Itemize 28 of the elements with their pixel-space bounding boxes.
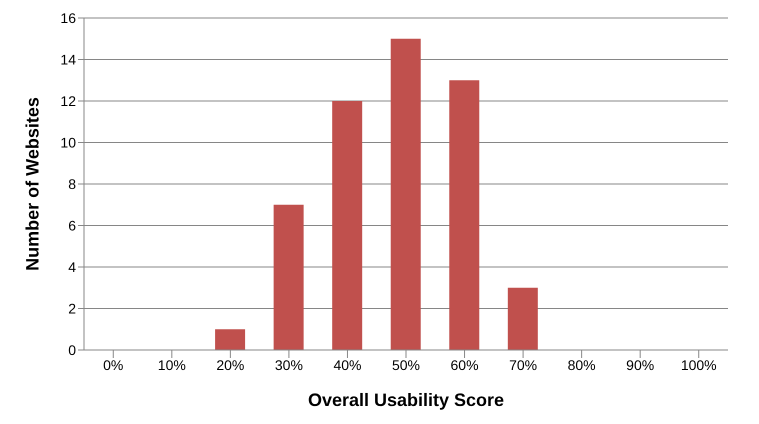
y-tick-label: 6 xyxy=(68,217,76,234)
bar xyxy=(215,329,246,350)
y-tick-label: 10 xyxy=(60,134,76,150)
x-tick-label: 70% xyxy=(509,356,538,373)
x-tick-label: 80% xyxy=(568,356,596,373)
x-tick-label: 60% xyxy=(450,356,479,373)
y-axis-title: Number of Websites xyxy=(22,97,42,271)
y-tick-label: 12 xyxy=(60,92,76,109)
x-tick-label: 50% xyxy=(392,356,420,373)
x-tick-label: 0% xyxy=(103,356,124,373)
y-tick-label: 0 xyxy=(68,342,76,358)
x-tick-label: 90% xyxy=(626,356,654,373)
x-tick-label: 100% xyxy=(680,356,717,373)
bar xyxy=(508,288,538,350)
bar xyxy=(332,101,362,350)
bar xyxy=(449,80,480,350)
y-tick-label: 16 xyxy=(60,10,76,26)
x-tick-label: 20% xyxy=(216,356,244,373)
x-tick-label: 30% xyxy=(274,356,303,373)
bar xyxy=(390,38,421,350)
y-tick-label: 4 xyxy=(68,258,76,275)
y-tick-label: 14 xyxy=(60,51,76,68)
x-tick-label: 10% xyxy=(158,356,186,373)
y-tick-label: 2 xyxy=(68,300,76,316)
bar xyxy=(274,204,304,350)
x-axis-title: Overall Usability Score xyxy=(308,390,504,410)
y-tick-label: 8 xyxy=(68,176,76,192)
x-tick-label: 40% xyxy=(333,356,362,373)
